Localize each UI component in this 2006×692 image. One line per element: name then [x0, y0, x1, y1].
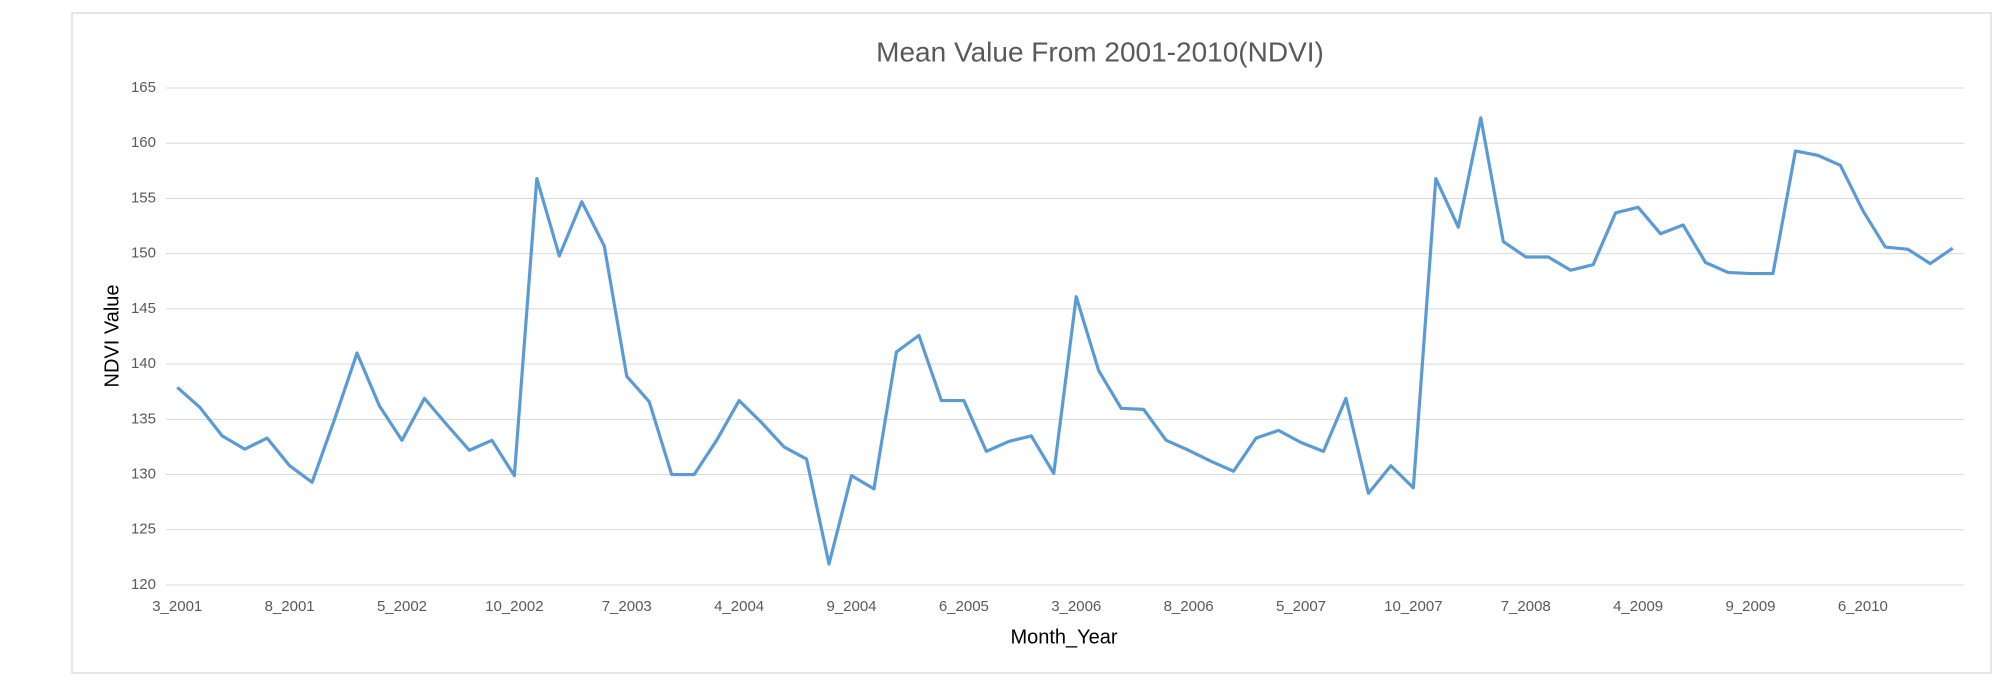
x-tick-label: 10_2007	[1384, 598, 1442, 615]
x-tick-label: 7_2008	[1501, 598, 1551, 615]
chart-title: Mean Value From 2001-2010(NDVI)	[876, 36, 1324, 67]
x-tick-label: 6_2005	[939, 598, 989, 615]
y-tick-label: 135	[131, 410, 156, 427]
y-tick-label: 155	[131, 189, 156, 206]
y-tick-label: 120	[131, 576, 156, 593]
x-tick-label: 3_2006	[1051, 598, 1101, 615]
x-tick-label: 9_2009	[1725, 598, 1775, 615]
y-axis-title: NDVI Value	[101, 284, 123, 387]
x-tick-label: 5_2002	[377, 598, 427, 615]
data-line	[176, 116, 1954, 566]
y-tick-label: 125	[131, 521, 156, 538]
x-tick-label: 9_2004	[826, 598, 876, 615]
x-tick-label: 10_2002	[485, 598, 543, 615]
y-tick-label: 145	[131, 300, 156, 317]
x-tick-label: 4_2004	[714, 598, 764, 615]
y-tick-label: 140	[131, 355, 156, 372]
y-tick-label: 150	[131, 245, 156, 262]
x-tick-label: 8_2006	[1164, 598, 1214, 615]
x-tick-label: 8_2001	[265, 598, 315, 615]
chart-border	[71, 12, 1992, 674]
y-tick-label: 130	[131, 466, 156, 483]
y-tick-label: 160	[131, 134, 156, 151]
x-tick-label: 5_2007	[1276, 598, 1326, 615]
y-tick-label: 165	[131, 79, 156, 96]
x-axis-title: Month_Year	[1010, 626, 1117, 648]
x-tick-label: 6_2010	[1838, 598, 1888, 615]
x-tick-label: 7_2003	[602, 598, 652, 615]
x-tick-label: 4_2009	[1613, 598, 1663, 615]
x-tick-label: 3_2001	[152, 598, 202, 615]
